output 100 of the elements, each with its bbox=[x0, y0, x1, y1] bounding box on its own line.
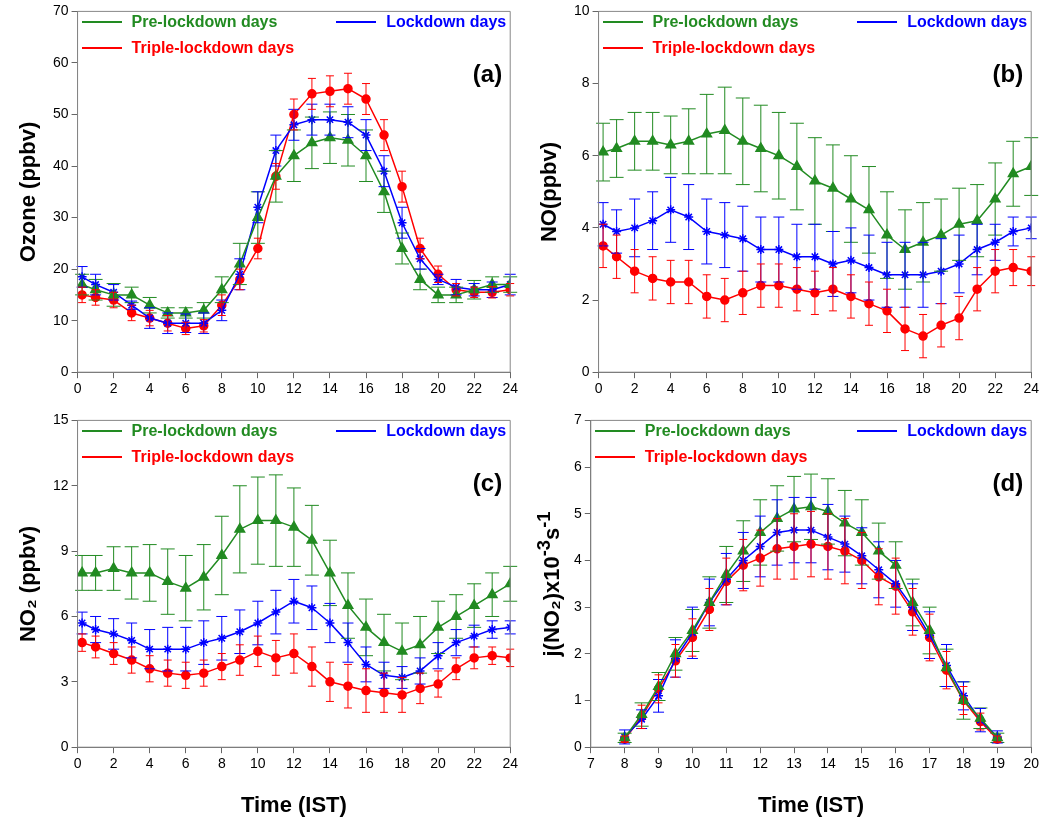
x-tick-label: 19 bbox=[989, 755, 1006, 772]
x-tick-label: 4 bbox=[145, 755, 154, 772]
y-tick-label: 9 bbox=[60, 541, 69, 558]
x-tick-label: 20 bbox=[430, 755, 447, 772]
x-tick-label: 0 bbox=[73, 755, 82, 772]
x-tick-label: 20 bbox=[430, 380, 447, 397]
y-tick-label: 10 bbox=[52, 311, 69, 328]
y-tick-label: 10 bbox=[573, 2, 590, 19]
y-tick-label: 12 bbox=[52, 476, 69, 493]
x-tick-label: 14 bbox=[322, 755, 338, 772]
legend-label: Triple-lockdown days bbox=[644, 448, 808, 467]
y-tick-label: 20 bbox=[52, 259, 69, 276]
y-tick-label: 2 bbox=[573, 644, 582, 661]
x-tick-label: 16 bbox=[358, 380, 374, 397]
x-tick-label: 9 bbox=[654, 755, 663, 772]
x-tick-label: 6 bbox=[702, 380, 711, 397]
x-tick-label: 22 bbox=[987, 380, 1004, 397]
y-tick-label: 0 bbox=[581, 363, 590, 380]
y-tick-label: 30 bbox=[52, 208, 69, 225]
annotation: (b) bbox=[992, 60, 1024, 88]
y-tick-label: 7 bbox=[573, 411, 582, 428]
y-tick-label: 6 bbox=[60, 607, 69, 624]
x-tick-label: 13 bbox=[786, 755, 803, 772]
y-tick-label: 1 bbox=[573, 691, 582, 708]
legend-label: Lockdown days bbox=[907, 13, 1028, 32]
x-tick-label: 15 bbox=[854, 755, 870, 772]
x-tick-label: 4 bbox=[666, 380, 675, 397]
x-tick-label: 12 bbox=[286, 380, 302, 397]
x-tick-label: 6 bbox=[181, 380, 190, 397]
legend-label: Pre-lockdown days bbox=[131, 422, 278, 441]
y-tick-label: 4 bbox=[573, 551, 582, 568]
legend-label: Pre-lockdown days bbox=[652, 13, 799, 32]
legend-label: Triple-lockdown days bbox=[131, 39, 295, 58]
x-tick-label: 12 bbox=[807, 380, 823, 397]
y-axis-title: NO₂ (ppbv) bbox=[15, 525, 41, 642]
x-tick-label: 24 bbox=[1023, 380, 1040, 397]
x-tick-label: 12 bbox=[286, 755, 302, 772]
y-tick-label: 0 bbox=[60, 363, 69, 380]
x-tick-label: 14 bbox=[820, 755, 836, 772]
y-tick-label: 0 bbox=[60, 738, 69, 755]
x-tick-label: 2 bbox=[109, 380, 118, 397]
x-tick-label: 12 bbox=[752, 755, 769, 772]
y-tick-label: 4 bbox=[581, 218, 590, 235]
x-tick-label: 10 bbox=[684, 755, 701, 772]
y-tick-label: 2 bbox=[581, 290, 590, 307]
legend-label: Pre-lockdown days bbox=[644, 422, 791, 441]
x-tick-label: 0 bbox=[594, 380, 603, 397]
x-tick-label: 10 bbox=[250, 755, 266, 772]
x-tick-label: 24 bbox=[502, 380, 519, 397]
x-tick-label: 16 bbox=[358, 755, 374, 772]
legend-label: Lockdown days bbox=[386, 422, 507, 441]
y-tick-label: 3 bbox=[60, 672, 69, 689]
annotation: (c) bbox=[472, 469, 503, 497]
annotation: (d) bbox=[992, 469, 1024, 497]
y-tick-label: 3 bbox=[573, 598, 582, 614]
legend-label: Lockdown days bbox=[907, 422, 1028, 441]
y-tick-label: 60 bbox=[52, 53, 69, 70]
legend-label: Lockdown days bbox=[386, 13, 507, 32]
x-tick-label: 8 bbox=[217, 380, 226, 397]
legend-label: Triple-lockdown days bbox=[131, 448, 295, 467]
x-tick-label: 18 bbox=[955, 755, 972, 772]
x-tick-label: 20 bbox=[951, 380, 968, 397]
y-tick-label: 50 bbox=[52, 105, 69, 122]
y-tick-label: 5 bbox=[573, 504, 582, 521]
y-tick-label: 0 bbox=[573, 738, 582, 755]
y-tick-label: 70 bbox=[52, 2, 69, 19]
x-tick-label: 4 bbox=[145, 380, 154, 397]
x-tick-label: 6 bbox=[181, 755, 190, 772]
x-tick-label: 8 bbox=[620, 755, 629, 772]
x-tick-label: 18 bbox=[394, 380, 411, 397]
y-tick-label: 8 bbox=[581, 74, 590, 91]
x-tick-label: 22 bbox=[466, 380, 483, 397]
x-tick-label: 17 bbox=[921, 755, 938, 772]
x-tick-label: 20 bbox=[1023, 755, 1040, 772]
y-tick-label: 6 bbox=[581, 146, 590, 163]
x-tick-label: 16 bbox=[887, 755, 904, 772]
x-tick-label: 14 bbox=[843, 380, 859, 397]
annotation: (a) bbox=[472, 60, 503, 88]
x-tick-label: 18 bbox=[394, 755, 411, 772]
x-tick-label: 16 bbox=[879, 380, 895, 397]
legend-label: Triple-lockdown days bbox=[652, 39, 816, 58]
y-axis-title: Ozone (ppbv) bbox=[15, 121, 41, 263]
legend-label: Pre-lockdown days bbox=[131, 13, 278, 32]
y-tick-label: 15 bbox=[52, 411, 69, 428]
x-tick-label: 24 bbox=[502, 755, 519, 772]
x-tick-label: 2 bbox=[630, 380, 639, 397]
x-tick-label: 8 bbox=[217, 755, 226, 772]
x-tick-label: 10 bbox=[250, 380, 266, 397]
x-axis-title: Time (IST) bbox=[758, 792, 864, 818]
x-tick-label: 0 bbox=[73, 380, 82, 397]
x-axis-title: Time (IST) bbox=[240, 792, 347, 818]
x-tick-label: 14 bbox=[322, 380, 338, 397]
x-tick-label: 22 bbox=[466, 755, 483, 772]
x-tick-label: 10 bbox=[771, 380, 787, 397]
x-tick-label: 8 bbox=[738, 380, 747, 397]
y-axis-title: NO(ppbv) bbox=[536, 141, 562, 242]
x-tick-label: 2 bbox=[109, 755, 118, 772]
y-tick-label: 6 bbox=[573, 457, 582, 474]
y-tick-label: 40 bbox=[52, 156, 69, 173]
x-tick-label: 11 bbox=[719, 755, 734, 772]
